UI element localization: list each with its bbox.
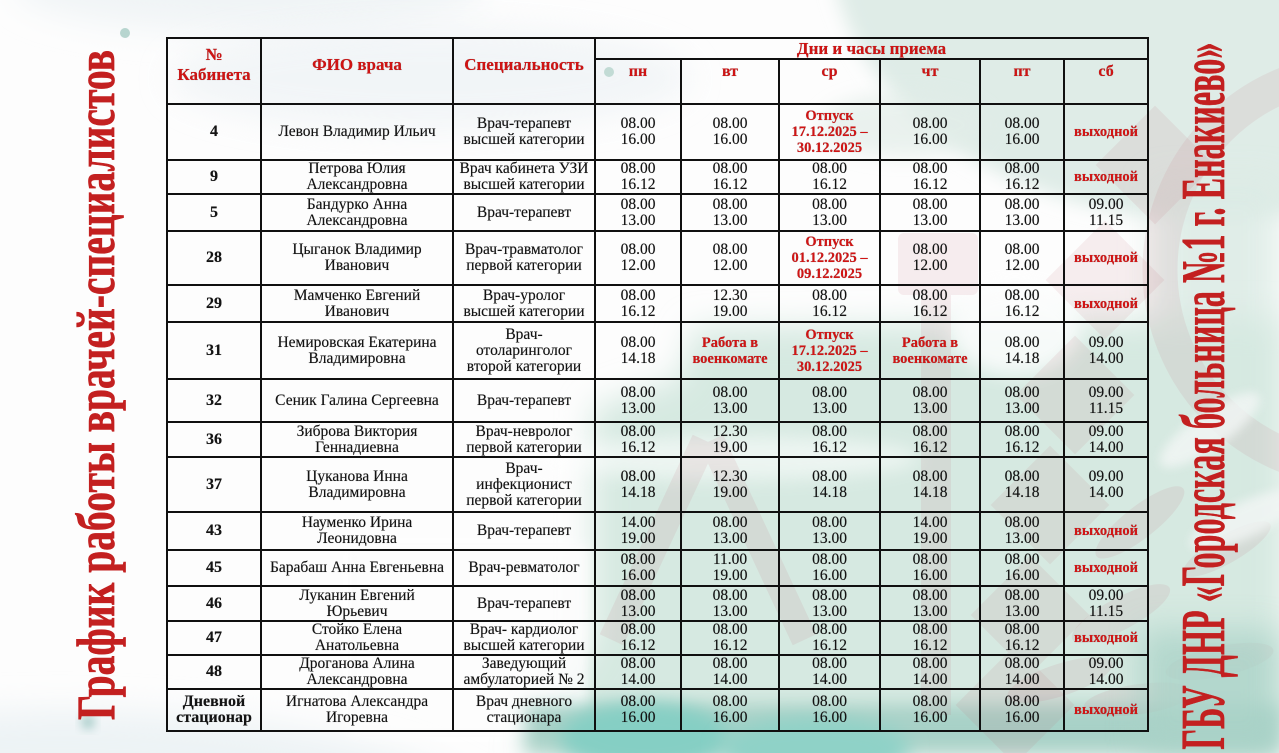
svg-text:ГБУ ДНР «Городская больница №1: ГБУ ДНР «Городская больница №1 г. Енакие… — [1170, 43, 1238, 750]
svg-text:График работы врачей-специалис: График работы врачей-специалистов — [66, 50, 126, 720]
